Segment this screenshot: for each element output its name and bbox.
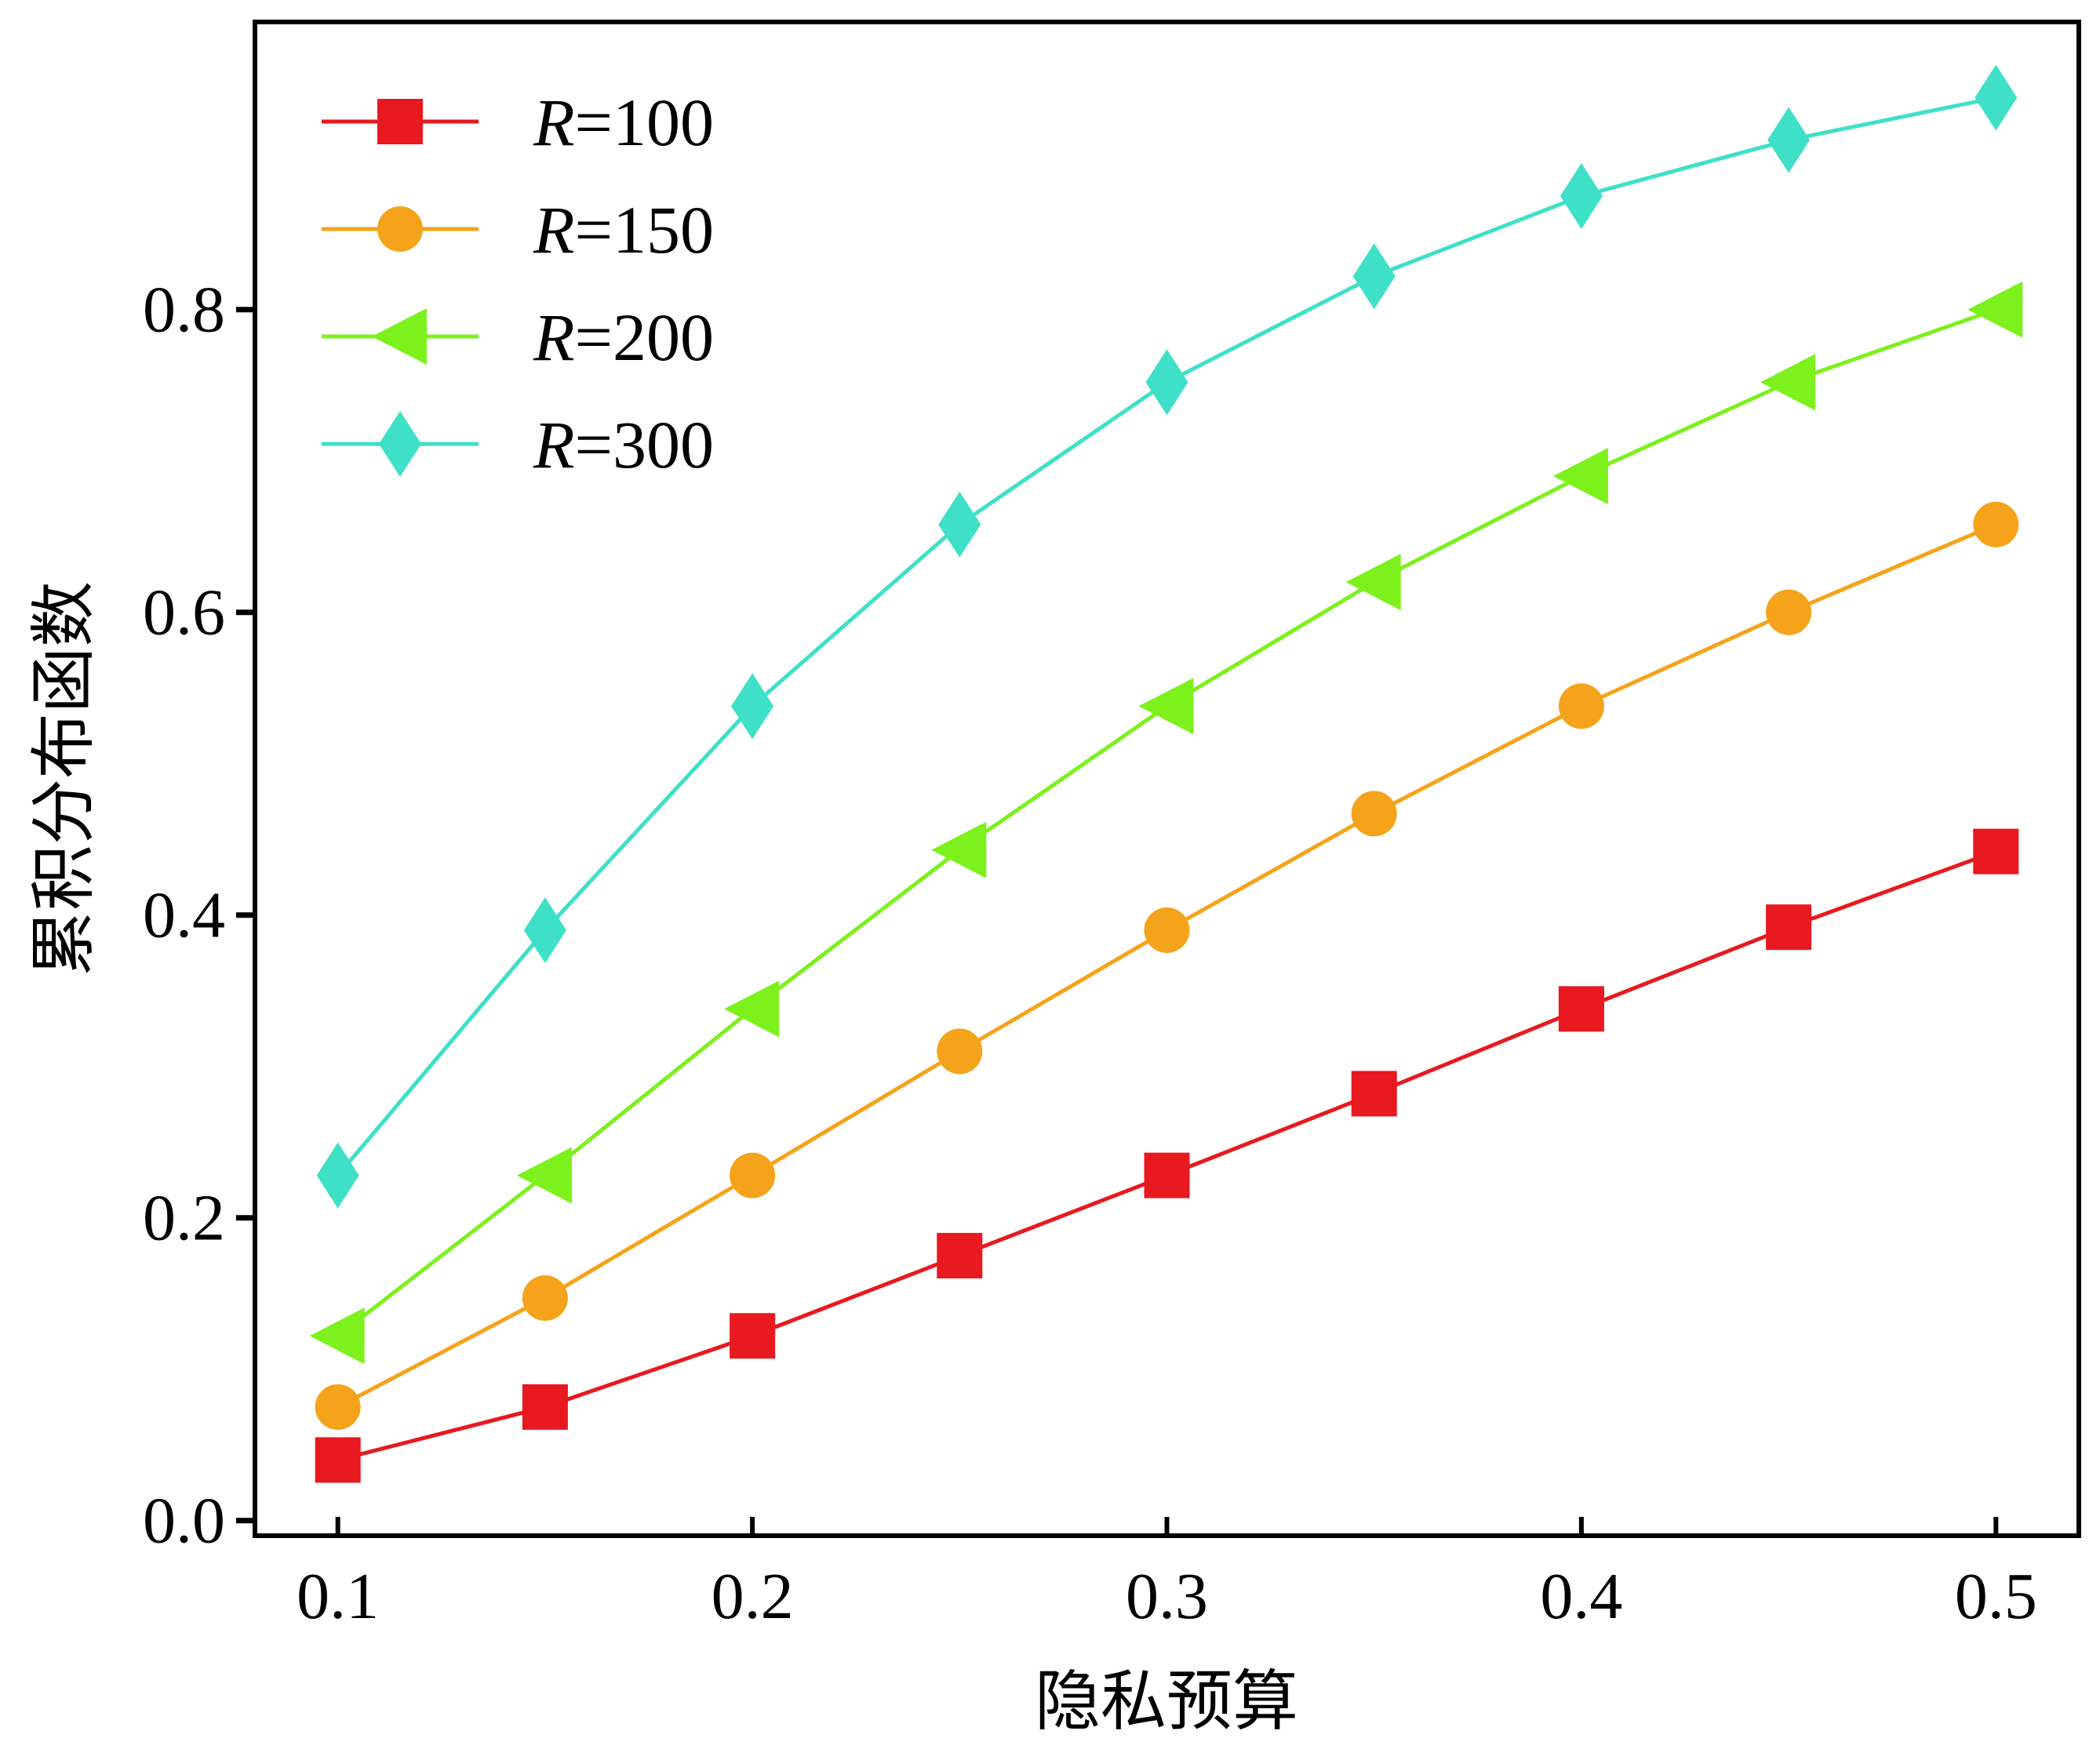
data-point bbox=[1144, 907, 1190, 953]
data-point bbox=[1560, 162, 1603, 229]
data-point bbox=[1352, 243, 1396, 310]
data-point bbox=[523, 897, 566, 963]
data-point bbox=[1345, 554, 1401, 611]
y-tick-label: 0.6 bbox=[143, 576, 225, 649]
legend-label-variable: R bbox=[533, 192, 575, 267]
data-point bbox=[1766, 589, 1812, 635]
data-point bbox=[730, 1152, 776, 1198]
legend-marker bbox=[377, 99, 423, 144]
data-point bbox=[724, 980, 780, 1038]
legend-label-value: =150 bbox=[575, 192, 715, 267]
data-point bbox=[316, 1142, 359, 1209]
x-axis-title: 隐私预算 bbox=[1035, 1663, 1298, 1740]
data-point bbox=[315, 1384, 361, 1430]
data-point bbox=[315, 1437, 361, 1483]
legend-label-value: =300 bbox=[575, 407, 715, 482]
x-tick-label: 0.5 bbox=[1955, 1560, 2037, 1633]
legend-marker bbox=[379, 411, 421, 477]
legend-label-value: =100 bbox=[575, 85, 715, 160]
legend-label-variable: R bbox=[533, 85, 575, 160]
data-point bbox=[1760, 354, 1816, 411]
data-point bbox=[1552, 448, 1608, 504]
legend-marker bbox=[377, 206, 423, 252]
legend-label: R=200 bbox=[533, 300, 714, 375]
legend-label: R=100 bbox=[533, 85, 714, 160]
series-markers bbox=[309, 64, 2023, 1483]
series-line bbox=[337, 522, 1997, 1409]
data-point bbox=[730, 1313, 776, 1359]
data-point bbox=[937, 1232, 983, 1278]
data-point bbox=[1767, 107, 1811, 173]
y-tick-label: 0.4 bbox=[143, 879, 225, 952]
data-point bbox=[1145, 349, 1188, 416]
data-point bbox=[931, 821, 987, 878]
y-tick-label: 0.8 bbox=[143, 274, 225, 347]
legend-marker bbox=[372, 308, 427, 365]
data-point bbox=[1558, 683, 1604, 729]
x-tick-label: 0.1 bbox=[297, 1560, 379, 1633]
data-point bbox=[522, 1275, 568, 1321]
data-point bbox=[516, 1147, 572, 1204]
data-point bbox=[309, 1307, 365, 1365]
y-axis-title: 累积分布函数 bbox=[25, 581, 102, 976]
x-tick-label: 0.4 bbox=[1540, 1560, 1622, 1633]
y-axis-ticks: 0.0 0.2 0.4 0.6 0.8 bbox=[143, 274, 255, 1558]
legend-label-variable: R bbox=[533, 300, 575, 375]
data-point bbox=[1144, 1152, 1190, 1198]
data-point bbox=[1967, 281, 2023, 338]
data-point bbox=[1974, 64, 2018, 131]
x-tick-label: 0.2 bbox=[712, 1560, 794, 1633]
legend-label: R=150 bbox=[533, 192, 714, 267]
data-point bbox=[1973, 828, 2019, 875]
data-point bbox=[937, 1028, 983, 1075]
legend-label-variable: R bbox=[533, 407, 575, 482]
data-point bbox=[938, 491, 981, 558]
x-axis-ticks: 0.1 0.2 0.3 0.4 0.5 bbox=[297, 1517, 2037, 1633]
x-tick-label: 0.3 bbox=[1126, 1560, 1208, 1633]
legend-label: R=300 bbox=[533, 407, 714, 482]
data-point bbox=[1766, 904, 1812, 951]
data-point bbox=[1351, 791, 1397, 837]
legend-label-value: =200 bbox=[575, 300, 715, 375]
data-point bbox=[522, 1384, 568, 1430]
data-point bbox=[1138, 678, 1194, 735]
y-tick-label: 0.2 bbox=[143, 1182, 225, 1255]
data-point bbox=[731, 673, 774, 740]
data-point bbox=[1351, 1071, 1397, 1117]
data-point bbox=[1973, 501, 2019, 547]
y-tick-label: 0.0 bbox=[143, 1485, 225, 1558]
data-point bbox=[1558, 986, 1604, 1032]
